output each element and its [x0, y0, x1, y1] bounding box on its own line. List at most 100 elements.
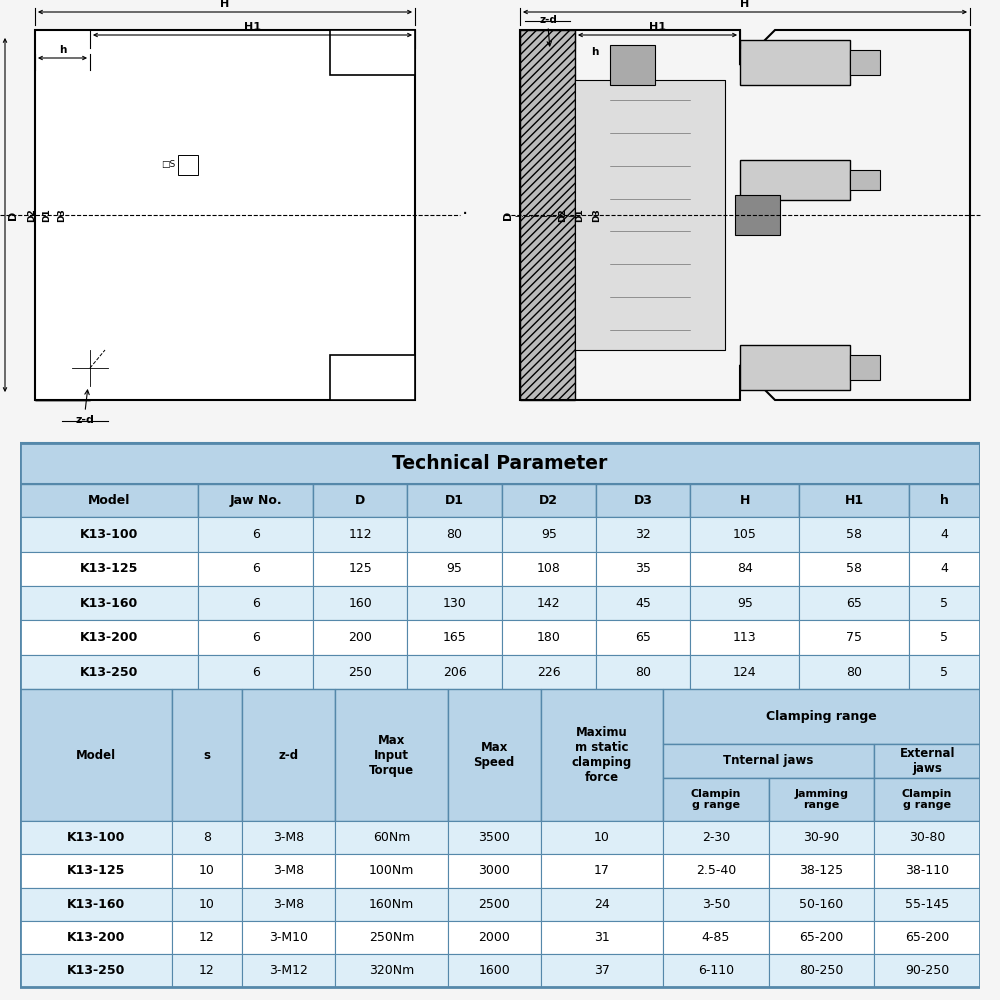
- Text: Max
Speed: Max Speed: [474, 741, 515, 769]
- Bar: [172, 954, 242, 987]
- Text: 12: 12: [199, 931, 215, 944]
- Text: 160Nm: 160Nm: [369, 898, 414, 911]
- Bar: [335, 888, 448, 921]
- Text: 112: 112: [348, 528, 372, 541]
- Bar: [874, 821, 980, 854]
- Bar: [799, 655, 909, 689]
- Bar: [178, 155, 198, 175]
- Text: K13-125: K13-125: [67, 864, 125, 877]
- Bar: [20, 484, 198, 517]
- Bar: [502, 517, 596, 552]
- Bar: [502, 655, 596, 689]
- Bar: [541, 821, 663, 854]
- Text: Tnternal jaws: Tnternal jaws: [723, 754, 814, 767]
- Bar: [448, 888, 541, 921]
- Bar: [242, 689, 335, 821]
- Text: 130: 130: [443, 597, 466, 610]
- Text: h: h: [59, 45, 66, 55]
- Text: 3000: 3000: [478, 864, 510, 877]
- Bar: [769, 778, 874, 821]
- Text: Max
Input
Torque: Max Input Torque: [369, 734, 414, 777]
- Text: 2500: 2500: [478, 898, 510, 911]
- Bar: [596, 484, 690, 517]
- Text: 95: 95: [447, 562, 463, 575]
- Text: D: D: [8, 210, 18, 220]
- Bar: [20, 443, 980, 484]
- Bar: [663, 821, 769, 854]
- Text: K13-250: K13-250: [80, 666, 138, 679]
- Bar: [335, 689, 448, 821]
- Bar: [690, 484, 799, 517]
- Bar: [799, 620, 909, 655]
- Text: 3-M12: 3-M12: [269, 964, 308, 977]
- Bar: [850, 50, 880, 75]
- Text: D2: D2: [28, 208, 36, 222]
- Polygon shape: [186, 187, 234, 243]
- Bar: [850, 355, 880, 380]
- Text: 200: 200: [348, 631, 372, 644]
- Text: 65-200: 65-200: [905, 931, 949, 944]
- Text: 125: 125: [348, 562, 372, 575]
- Bar: [740, 345, 850, 390]
- Text: 80: 80: [447, 528, 463, 541]
- Bar: [663, 854, 769, 888]
- Text: External
jaws: External jaws: [899, 747, 955, 775]
- Bar: [198, 655, 313, 689]
- Bar: [35, 30, 90, 400]
- Text: K13-250: K13-250: [67, 964, 125, 977]
- Bar: [20, 620, 198, 655]
- Bar: [541, 854, 663, 888]
- Bar: [407, 620, 502, 655]
- Text: 4-85: 4-85: [702, 931, 730, 944]
- Text: Jamming
range: Jamming range: [794, 789, 848, 810]
- Text: 2-30: 2-30: [702, 831, 730, 844]
- Bar: [20, 517, 198, 552]
- Text: 6-110: 6-110: [698, 964, 734, 977]
- Text: 30-90: 30-90: [803, 831, 840, 844]
- Bar: [663, 689, 980, 744]
- Bar: [520, 30, 575, 400]
- Text: 6: 6: [252, 631, 260, 644]
- Text: D1: D1: [445, 494, 464, 507]
- Circle shape: [155, 160, 265, 270]
- Bar: [407, 552, 502, 586]
- Text: 250: 250: [348, 666, 372, 679]
- Bar: [575, 80, 725, 350]
- Text: 3-M10: 3-M10: [269, 931, 308, 944]
- Bar: [502, 552, 596, 586]
- Bar: [172, 888, 242, 921]
- Bar: [740, 40, 850, 85]
- Bar: [690, 517, 799, 552]
- Bar: [407, 484, 502, 517]
- Text: 75: 75: [846, 631, 862, 644]
- Bar: [874, 854, 980, 888]
- Text: 320Nm: 320Nm: [369, 964, 414, 977]
- Text: K13-100: K13-100: [67, 831, 125, 844]
- Bar: [663, 921, 769, 954]
- Bar: [663, 888, 769, 921]
- Text: H: H: [740, 0, 750, 9]
- Bar: [502, 484, 596, 517]
- Text: 124: 124: [733, 666, 757, 679]
- Bar: [663, 778, 769, 821]
- Text: 6: 6: [252, 528, 260, 541]
- Bar: [769, 821, 874, 854]
- Bar: [172, 689, 242, 821]
- Bar: [198, 586, 313, 620]
- Bar: [541, 954, 663, 987]
- Bar: [448, 821, 541, 854]
- Bar: [172, 854, 242, 888]
- Text: 38-110: 38-110: [905, 864, 949, 877]
- Bar: [909, 517, 980, 552]
- Text: H1: H1: [649, 22, 666, 32]
- Text: 10: 10: [594, 831, 610, 844]
- Bar: [313, 552, 407, 586]
- Text: 80: 80: [635, 666, 651, 679]
- Text: 160: 160: [348, 597, 372, 610]
- Text: 226: 226: [537, 666, 561, 679]
- Bar: [448, 921, 541, 954]
- Bar: [198, 517, 313, 552]
- Bar: [172, 921, 242, 954]
- Bar: [448, 954, 541, 987]
- Text: 65: 65: [635, 631, 651, 644]
